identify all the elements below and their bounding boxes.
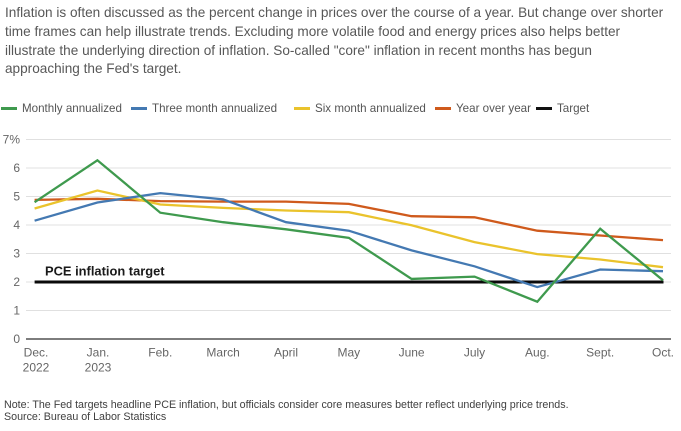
svg-text:June: June [399, 346, 425, 360]
svg-text:5: 5 [13, 190, 20, 204]
svg-text:April: April [274, 346, 298, 360]
svg-text:2022: 2022 [23, 361, 50, 375]
svg-text:July: July [464, 346, 485, 360]
svg-text:March: March [206, 346, 239, 360]
svg-text:1: 1 [13, 304, 20, 318]
svg-text:Dec.: Dec. [24, 346, 49, 360]
svg-text:0: 0 [13, 332, 20, 346]
svg-text:PCE inflation target: PCE inflation target [45, 264, 165, 279]
svg-text:2023: 2023 [85, 361, 112, 375]
svg-text:Jan.: Jan. [87, 346, 110, 360]
svg-text:2: 2 [13, 275, 20, 289]
svg-text:Feb.: Feb. [148, 346, 172, 360]
svg-text:4: 4 [13, 218, 20, 232]
svg-text:Oct.: Oct. [652, 346, 674, 360]
svg-text:May: May [337, 346, 360, 360]
svg-text:Sept.: Sept. [586, 346, 614, 360]
svg-text:3: 3 [13, 247, 20, 261]
svg-text:Aug.: Aug. [525, 346, 550, 360]
svg-text:6: 6 [13, 161, 20, 175]
svg-text:7%: 7% [3, 133, 21, 147]
